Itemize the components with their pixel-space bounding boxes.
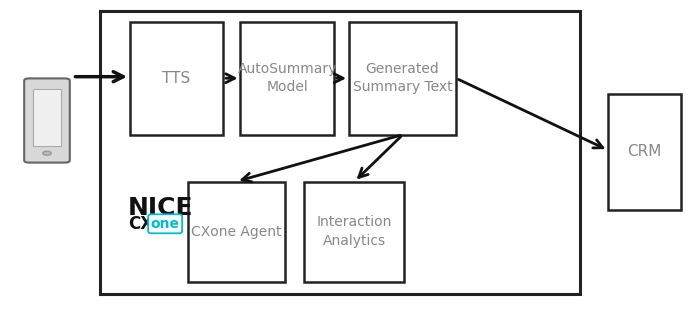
Bar [349, 22, 456, 135]
Text: Interaction
Analytics: Interaction Analytics [316, 215, 392, 248]
Circle shape [43, 151, 51, 155]
Bar [100, 11, 580, 294]
Text: CXone Agent: CXone Agent [191, 225, 281, 239]
Text: one: one [151, 217, 180, 231]
Text: AutoSummary
Model: AutoSummary Model [238, 62, 337, 95]
Text: NICE: NICE [128, 196, 193, 220]
Text: TTS: TTS [162, 71, 191, 86]
Bar [32, 89, 61, 146]
Bar [188, 182, 285, 282]
FancyBboxPatch shape [24, 79, 70, 163]
Text: CX: CX [128, 215, 153, 233]
Bar [240, 22, 334, 135]
Text: Generated
Summary Text: Generated Summary Text [352, 62, 453, 95]
Text: CRM: CRM [627, 144, 661, 159]
Bar [130, 22, 223, 135]
Bar [608, 94, 681, 210]
Bar [304, 182, 404, 282]
